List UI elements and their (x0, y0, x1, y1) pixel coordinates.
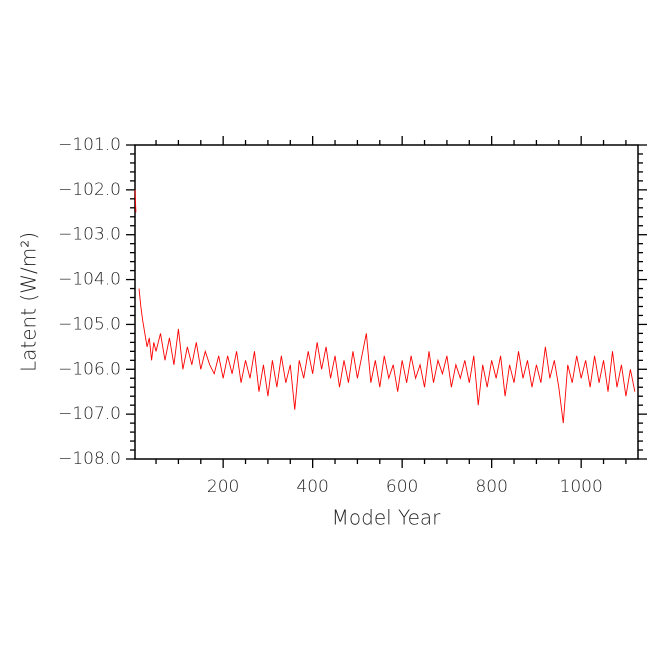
x-tick-label: 400 (296, 477, 328, 497)
y-tick-label: −105.0 (58, 314, 121, 334)
x-tick-label: 800 (475, 477, 507, 497)
x-tick-label: 200 (207, 477, 239, 497)
x-tick-label: 1000 (560, 477, 603, 497)
y-tick-label: −101.0 (58, 135, 121, 155)
y-tick-label: −103.0 (58, 225, 121, 245)
y-axis-label: Latent (W/m²) (17, 232, 41, 372)
plot-frame (134, 144, 639, 460)
x-tick-label: 600 (386, 477, 418, 497)
y-tick-label: −104.0 (58, 270, 121, 290)
y-tick-label: −107.0 (58, 404, 121, 424)
y-tick-label: −106.0 (58, 359, 121, 379)
y-tick-label: −102.0 (58, 180, 121, 200)
x-axis-label: Model Year (332, 506, 442, 530)
y-tick-label: −108.0 (58, 449, 121, 469)
data-line (134, 189, 636, 424)
